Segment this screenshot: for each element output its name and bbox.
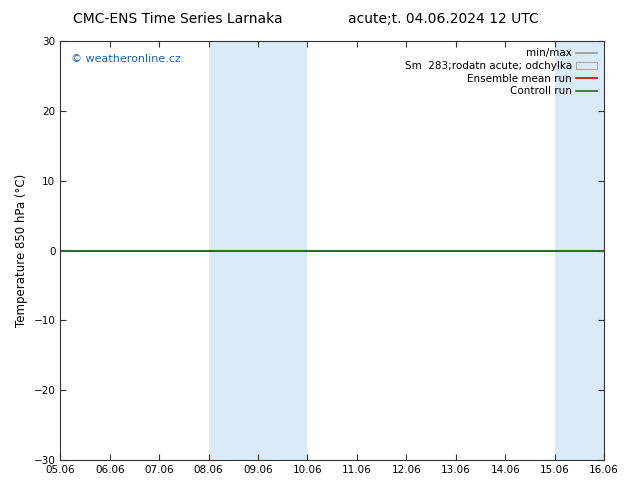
Text: © weatheronline.cz: © weatheronline.cz [71, 53, 181, 64]
Y-axis label: Temperature 850 hPa (°C): Temperature 850 hPa (°C) [15, 174, 28, 327]
Bar [258, 41, 307, 460]
Bar [209, 41, 258, 460]
Legend: min/max, Sm  283;rodatn acute; odchylka, Ensemble mean run, Controll run: min/max, Sm 283;rodatn acute; odchylka, … [403, 46, 599, 98]
Text: CMC-ENS Time Series Larnaka: CMC-ENS Time Series Larnaka [73, 12, 282, 26]
Bar [555, 41, 604, 460]
Text: acute;t. 04.06.2024 12 UTC: acute;t. 04.06.2024 12 UTC [349, 12, 539, 26]
